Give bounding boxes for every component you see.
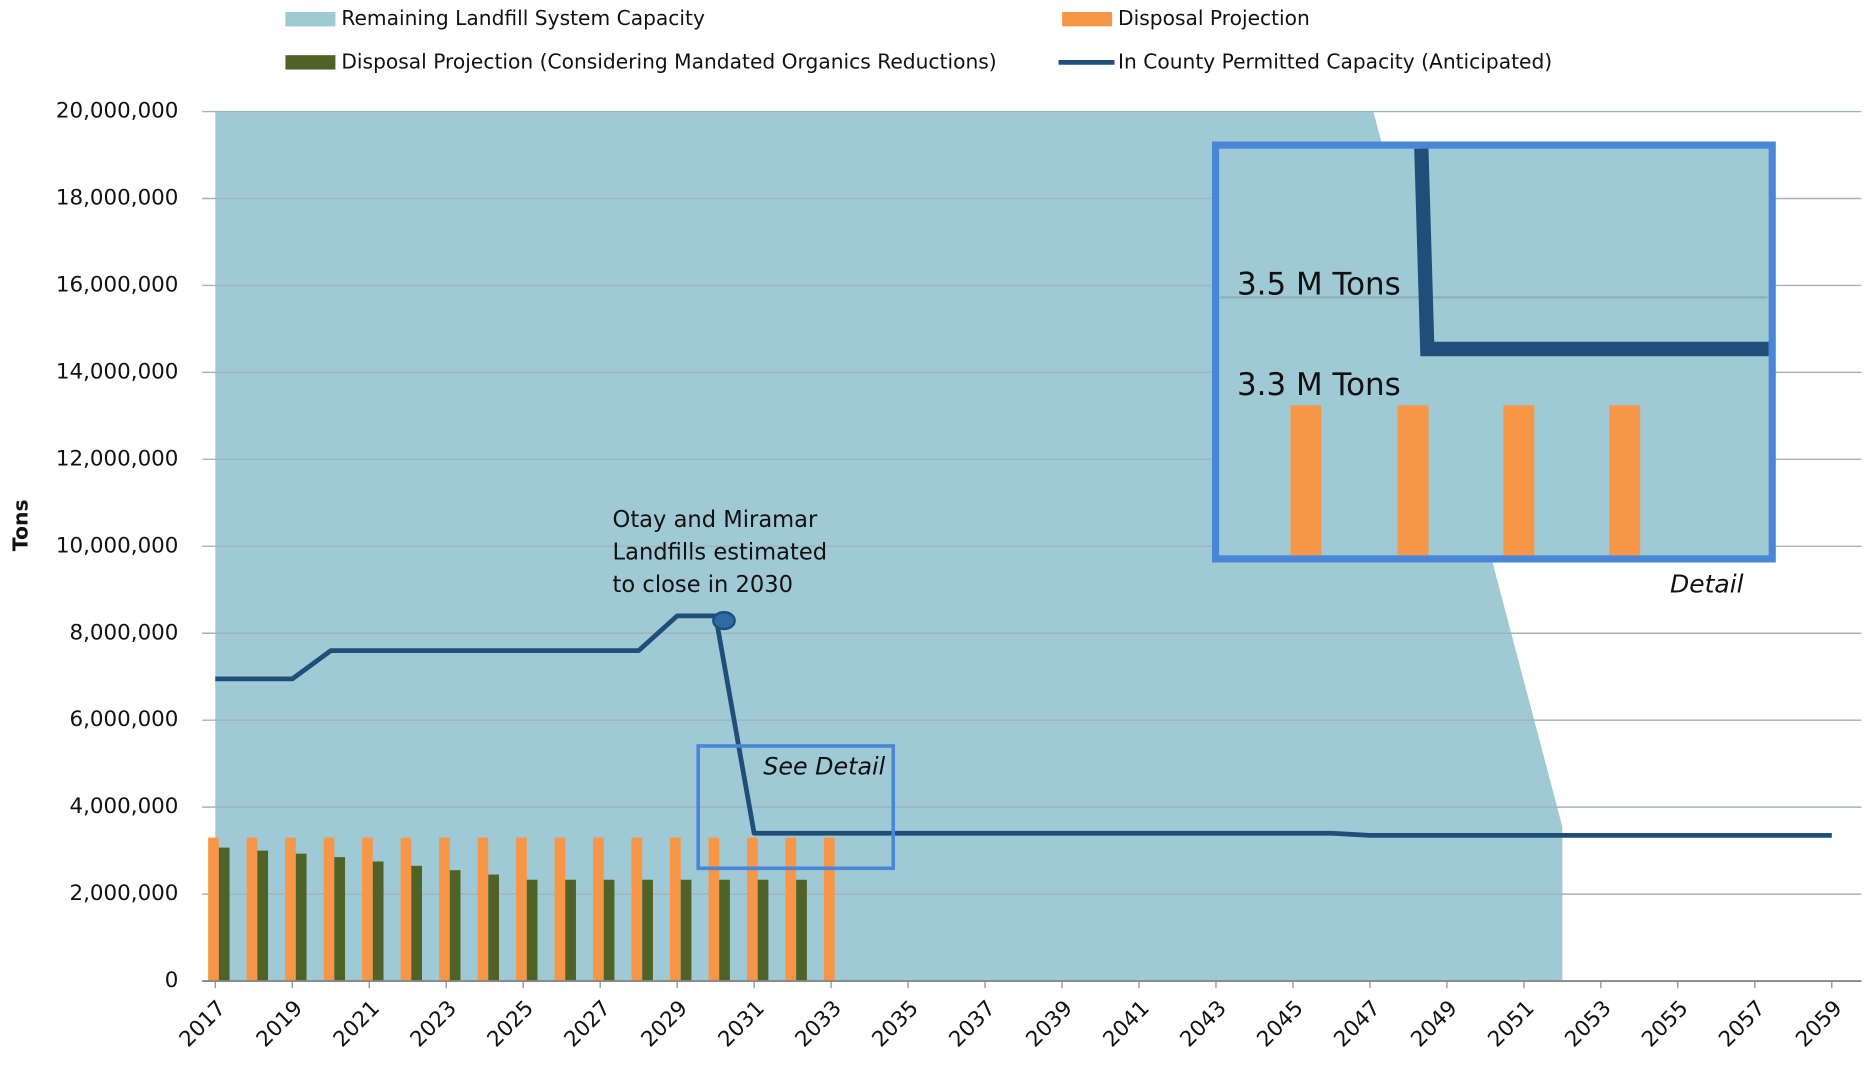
- y-tick-label: 20,000,000: [56, 98, 179, 123]
- bar: [218, 847, 230, 982]
- line: [215, 613, 1832, 838]
- y-tick-label: 2,000,000: [70, 881, 179, 906]
- x-tick-label: 2019: [252, 996, 308, 1053]
- legend-label: Disposal Projection (Considering Mandate…: [341, 49, 996, 73]
- line-layer: [215, 611, 1832, 838]
- legend-swatch: [285, 55, 336, 70]
- bar: [746, 837, 758, 982]
- y-tick-label: 8,000,000: [70, 620, 179, 645]
- inset-bar: [1290, 405, 1322, 556]
- bar: [670, 837, 681, 982]
- x-tick-label: 2043: [1175, 996, 1231, 1053]
- bar: [785, 837, 797, 982]
- bar: [631, 837, 643, 982]
- y-tick-label: 18,000,000: [56, 185, 179, 210]
- x-tick-label: 2031: [714, 996, 770, 1053]
- y-tick-label: 14,000,000: [56, 359, 179, 384]
- inset: 3.5 M Tons 3.3 M Tons Detail: [1212, 141, 1776, 598]
- see-detail-label: See Detail: [763, 753, 885, 781]
- bar: [208, 837, 219, 982]
- legend-label: Disposal Projection: [1118, 6, 1310, 30]
- legend: Remaining Landfill System Capacity Dispos…: [285, 6, 1552, 73]
- bar: [516, 837, 527, 982]
- bar: [554, 837, 566, 982]
- x-tick-label: 2053: [1560, 996, 1616, 1053]
- x-tick-label: 2021: [329, 996, 385, 1053]
- bar: [257, 850, 269, 982]
- x-tick-label: 2025: [483, 996, 539, 1053]
- x-tick-label: 2051: [1483, 996, 1539, 1053]
- x-tick-label: 2039: [1022, 996, 1078, 1053]
- inset-bar: [1503, 405, 1535, 556]
- inset-label: 3.5 M Tons: [1237, 266, 1401, 302]
- bar: [411, 865, 423, 982]
- annotation-text: Landfills estimated: [613, 539, 828, 565]
- x-tick-label: 2023: [406, 996, 462, 1053]
- bar: [593, 837, 604, 982]
- bar: [295, 853, 307, 982]
- x-tick-label: 2049: [1406, 996, 1462, 1053]
- bar: [477, 837, 489, 982]
- bar-layer: [208, 837, 835, 982]
- legend-label: Remaining Landfill System Capacity: [341, 6, 705, 30]
- x-tick-label: 2047: [1329, 996, 1385, 1053]
- annotation-text: Otay and Miramar: [613, 507, 818, 533]
- inset-bar: [1609, 405, 1641, 556]
- inset-label: 3.3 M Tons: [1237, 367, 1401, 403]
- y-tick-label: 10,000,000: [56, 533, 179, 558]
- detail-box: [696, 744, 896, 871]
- y-tick-label: 4,000,000: [70, 794, 179, 819]
- x-tick-label: 2027: [560, 996, 616, 1053]
- x-tick-label: 2057: [1714, 996, 1770, 1053]
- annotation: Otay and Miramar Landfills estimated to …: [613, 507, 828, 598]
- bar: [362, 837, 373, 982]
- y-axis-title: Tons: [8, 499, 32, 551]
- bar: [642, 879, 653, 982]
- y-tick-label: 12,000,000: [56, 446, 179, 471]
- x-tick-label: 2033: [791, 996, 847, 1053]
- y-tick-label: 0: [165, 968, 179, 993]
- bar: [823, 837, 835, 982]
- x-tick-label: 2029: [637, 996, 693, 1053]
- bar: [334, 857, 346, 982]
- x-tick-label: 2037: [945, 996, 1001, 1053]
- legend-swatch: [1062, 11, 1113, 27]
- inset-line: [1414, 148, 1769, 357]
- annotation-marker: [712, 611, 736, 631]
- x-tick-label: 2055: [1637, 996, 1693, 1053]
- bar: [488, 874, 499, 982]
- bar: [285, 837, 296, 982]
- bar: [565, 879, 576, 982]
- x-tick-label: 2017: [175, 996, 231, 1053]
- bar: [400, 837, 412, 982]
- legend-swatch: [285, 11, 336, 27]
- x-tick-label: 2045: [1252, 996, 1308, 1053]
- x-tick-label: 2041: [1098, 996, 1154, 1053]
- bar: [796, 879, 807, 982]
- bar: [323, 837, 335, 982]
- bar: [439, 837, 450, 982]
- inset-caption: Detail: [1670, 569, 1744, 598]
- bar: [372, 861, 384, 982]
- bar: [449, 870, 461, 982]
- bar: [708, 837, 720, 982]
- y-tick-label: 6,000,000: [70, 707, 179, 732]
- bar: [757, 879, 769, 982]
- bar: [246, 837, 258, 982]
- legend-label: In County Permitted Capacity (Anticipate…: [1118, 49, 1552, 73]
- bar: [526, 879, 538, 982]
- bar: [603, 879, 615, 982]
- inset-bar: [1397, 405, 1429, 556]
- x-tick-label: 2035: [868, 996, 924, 1053]
- x-tick-label: 2059: [1791, 996, 1847, 1053]
- y-tick-label: 16,000,000: [56, 272, 179, 297]
- bar: [680, 879, 692, 982]
- annotation-text: to close in 2030: [613, 572, 794, 598]
- bar: [719, 879, 730, 982]
